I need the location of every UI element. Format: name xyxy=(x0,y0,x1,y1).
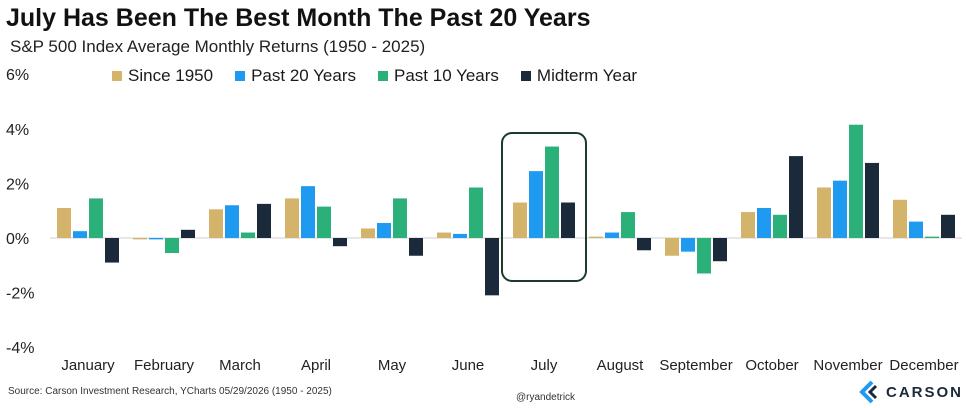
bar-march-past-10-years xyxy=(241,232,255,238)
bar-may-past-10-years xyxy=(393,198,407,238)
chart-title: July Has Been The Best Month The Past 20… xyxy=(6,4,591,32)
legend-item-midterm-year: Midterm Year xyxy=(520,66,638,86)
x-tick-label: February xyxy=(134,357,195,374)
bar-september-past-20-years xyxy=(681,238,695,252)
bar-january-midterm-year xyxy=(105,238,119,263)
x-tick-label: April xyxy=(301,357,331,374)
bar-july-past-20-years xyxy=(529,171,543,238)
y-tick-label: 6% xyxy=(6,67,29,84)
bar-may-since-1950 xyxy=(361,228,375,238)
bar-may-past-20-years xyxy=(377,222,391,238)
legend-item-past-10-years: Past 10 Years xyxy=(378,66,499,86)
y-tick-label: 0% xyxy=(6,231,29,248)
bar-may-midterm-year xyxy=(409,238,423,256)
bar-june-past-10-years xyxy=(469,187,483,238)
bar-june-since-1950 xyxy=(437,232,451,238)
bar-april-since-1950 xyxy=(285,198,299,238)
x-tick-label: December xyxy=(889,357,958,374)
bar-november-since-1950 xyxy=(817,187,831,238)
bar-january-past-20-years xyxy=(73,231,87,238)
x-tick-label: September xyxy=(659,357,732,374)
legend-item-past-20-years: Past 20 Years xyxy=(235,66,356,86)
bar-november-past-20-years xyxy=(833,180,847,238)
bar-october-past-20-years xyxy=(757,207,771,238)
x-tick-label: June xyxy=(452,357,485,374)
legend-label-since-1950: Since 1950 xyxy=(128,66,214,85)
x-tick-label: March xyxy=(219,357,261,374)
y-tick-label: 2% xyxy=(6,176,29,193)
bar-august-past-20-years xyxy=(605,232,619,238)
bar-march-past-20-years xyxy=(225,205,239,238)
bar-february-midterm-year xyxy=(181,229,195,238)
bar-december-midterm-year xyxy=(941,214,955,238)
bar-december-past-20-years xyxy=(909,221,923,238)
bar-july-past-10-years xyxy=(545,146,559,238)
bar-august-past-10-years xyxy=(621,212,635,238)
bar-june-past-20-years xyxy=(453,233,467,238)
bar-july-midterm-year xyxy=(561,202,575,238)
bar-april-midterm-year xyxy=(333,238,347,247)
legend-item-since-1950: Since 1950 xyxy=(112,66,213,86)
bar-april-past-10-years xyxy=(317,206,331,238)
legend-label-past-20-years: Past 20 Years xyxy=(251,66,356,85)
legend-swatch-past-10-years xyxy=(378,71,388,81)
legend-swatch-midterm-year xyxy=(520,71,531,81)
bar-september-midterm-year xyxy=(713,238,727,262)
july-highlight-box xyxy=(501,132,587,282)
x-tick-label: July xyxy=(531,357,558,374)
bar-november-past-10-years xyxy=(849,124,863,238)
author-handle: @ryandetrick xyxy=(516,392,576,403)
source-note: Source: Carson Investment Research, YCha… xyxy=(8,386,332,397)
bar-december-past-10-years xyxy=(925,236,939,238)
legend-swatch-past-20-years xyxy=(235,71,246,81)
bar-october-since-1950 xyxy=(741,212,755,238)
carson-logo-icon xyxy=(859,380,878,404)
bar-february-past-20-years xyxy=(149,238,163,240)
x-tick-label: May xyxy=(378,357,407,374)
bar-december-since-1950 xyxy=(893,199,907,238)
bar-april-past-20-years xyxy=(301,186,315,238)
bar-july-since-1950 xyxy=(513,202,527,238)
legend-swatch-since-1950 xyxy=(112,71,122,81)
carson-logo-text: CARSON xyxy=(886,383,964,401)
chart-subtitle: S&P 500 Index Average Monthly Returns (1… xyxy=(10,37,426,56)
bar-november-midterm-year xyxy=(865,162,879,238)
bar-august-midterm-year xyxy=(637,238,651,251)
carson-logo: CARSON xyxy=(858,380,963,404)
bar-october-midterm-year xyxy=(789,156,803,238)
bar-january-since-1950 xyxy=(57,207,71,238)
bar-march-midterm-year xyxy=(257,203,271,238)
bar-october-past-10-years xyxy=(773,214,787,238)
bar-september-since-1950 xyxy=(665,238,679,256)
bar-august-since-1950 xyxy=(589,236,603,238)
bar-march-since-1950 xyxy=(209,209,223,238)
bar-january-past-10-years xyxy=(89,198,103,238)
legend-label-midterm-year: Midterm Year xyxy=(536,66,638,85)
x-tick-label: August xyxy=(597,357,645,374)
x-tick-label: October xyxy=(745,357,798,374)
bar-september-past-10-years xyxy=(697,238,711,274)
x-tick-label: November xyxy=(813,357,882,374)
y-tick-label: -4% xyxy=(6,340,34,357)
x-tick-label: January xyxy=(61,357,115,374)
bar-february-past-10-years xyxy=(165,238,179,254)
legend-label-past-10-years: Past 10 Years xyxy=(394,66,499,85)
bar-june-midterm-year xyxy=(485,238,499,296)
bar-february-since-1950 xyxy=(133,238,147,240)
legend: Since 1950 Past 20 Years Past 10 Years M… xyxy=(112,66,637,86)
y-tick-label: 4% xyxy=(6,122,29,139)
y-tick-label: -2% xyxy=(6,286,34,303)
